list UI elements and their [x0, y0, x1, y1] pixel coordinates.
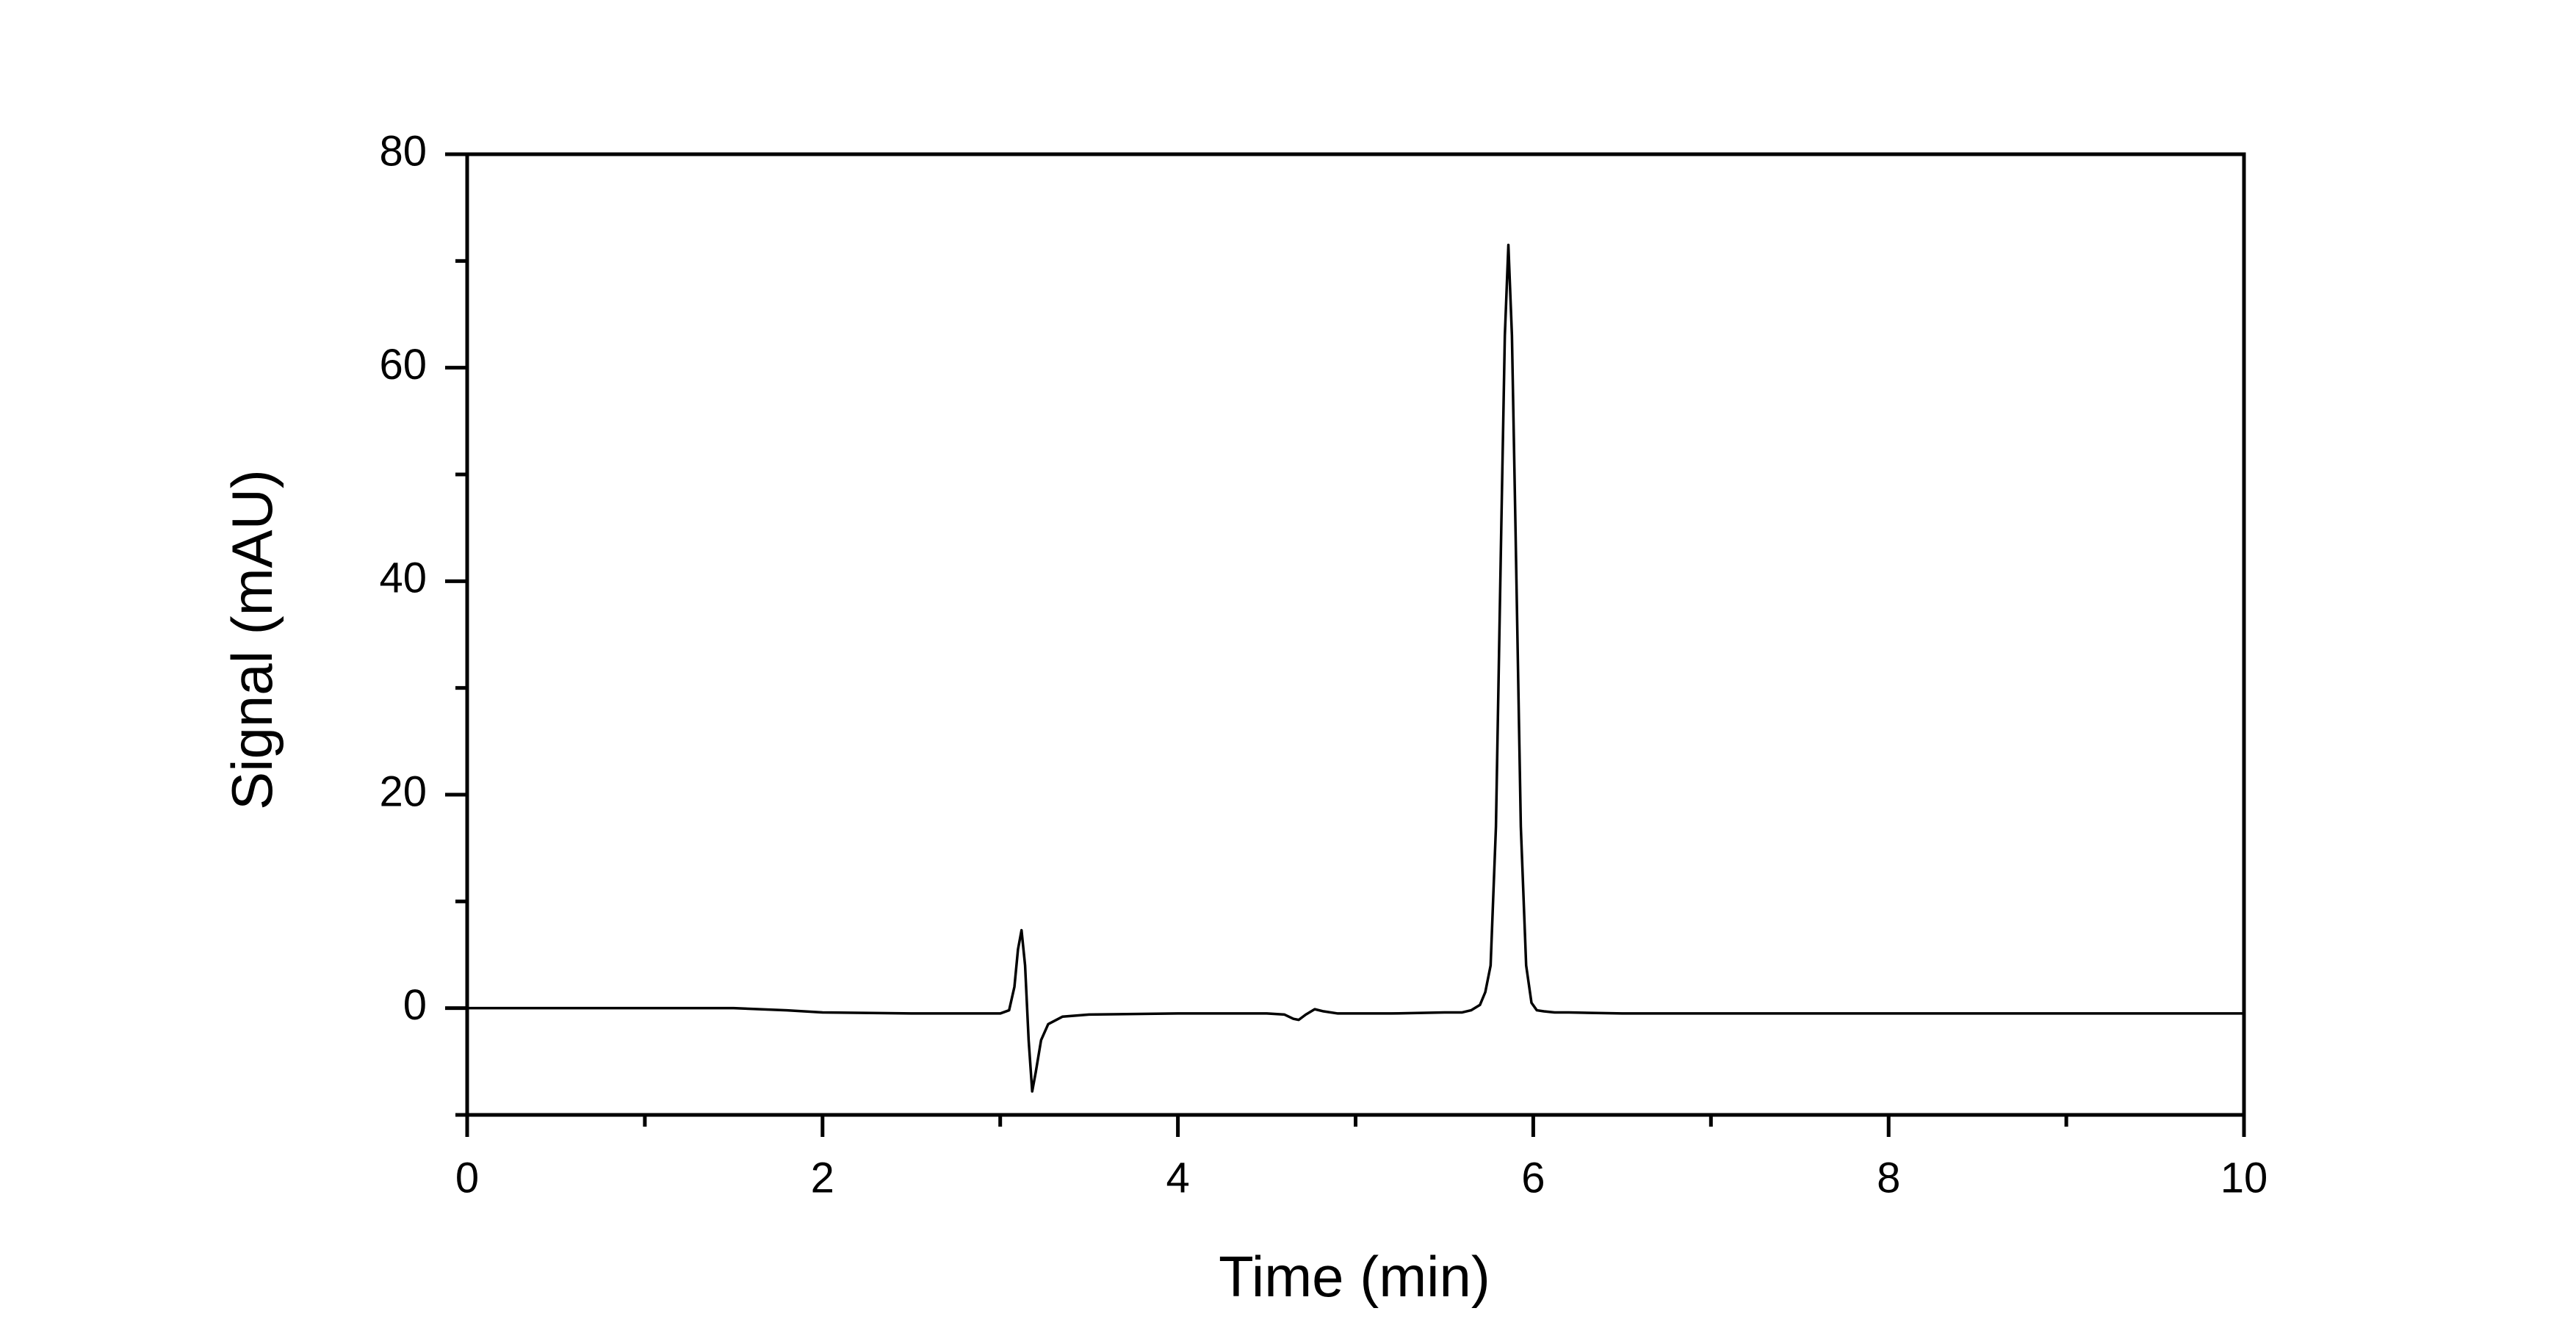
- x-tick-label: 8: [1877, 1154, 1900, 1202]
- x-tick-label: 0: [455, 1154, 479, 1202]
- y-tick-label: 40: [379, 555, 427, 602]
- x-tick-label: 6: [1521, 1154, 1545, 1202]
- x-tick-label: 4: [1166, 1154, 1189, 1202]
- x-tick-label: 2: [811, 1154, 834, 1202]
- x-axis-title: Time (min): [1219, 1244, 1490, 1309]
- y-tick-label: 60: [379, 341, 427, 389]
- y-axis-title: Signal (mAU): [220, 469, 284, 810]
- y-tick-label: 80: [379, 127, 427, 175]
- y-tick-label: 0: [403, 981, 427, 1029]
- y-tick-label: 20: [379, 767, 427, 815]
- data-line: [467, 243, 2244, 1093]
- x-tick-label: 10: [2220, 1154, 2268, 1202]
